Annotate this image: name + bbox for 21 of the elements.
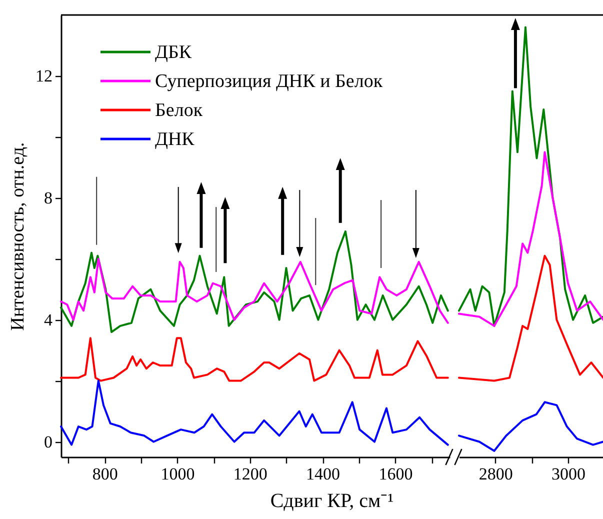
legend-label: ДБК <box>155 42 192 63</box>
legend-label: ДНК <box>155 129 195 150</box>
legend-label: Суперпозиция ДНК и Белок <box>155 71 384 92</box>
x-tick-label: 3000 <box>551 464 586 484</box>
line-series <box>60 230 449 334</box>
y-tick-label: 12 <box>36 66 52 86</box>
line-series <box>60 380 449 446</box>
x-tick-label: 800 <box>92 464 118 484</box>
x-tick-label: 1600 <box>378 464 413 484</box>
y-tick-label: 4 <box>44 310 53 330</box>
legend-label: Белок <box>155 100 204 121</box>
x-tick-label: 1200 <box>233 464 268 484</box>
x-tick-label: 1400 <box>306 464 340 484</box>
y-tick-label: 0 <box>44 432 52 452</box>
y-axis-title: Интенсивность, отн.ед. <box>8 142 28 331</box>
line-series <box>60 337 449 382</box>
x-axis-title: Сдвиг КР, см⁻¹ <box>270 489 394 513</box>
x-tick-label: 2800 <box>478 464 513 484</box>
y-tick-label: 8 <box>44 188 52 208</box>
x-tick-label: 1000 <box>160 464 195 484</box>
line-series <box>60 258 449 324</box>
